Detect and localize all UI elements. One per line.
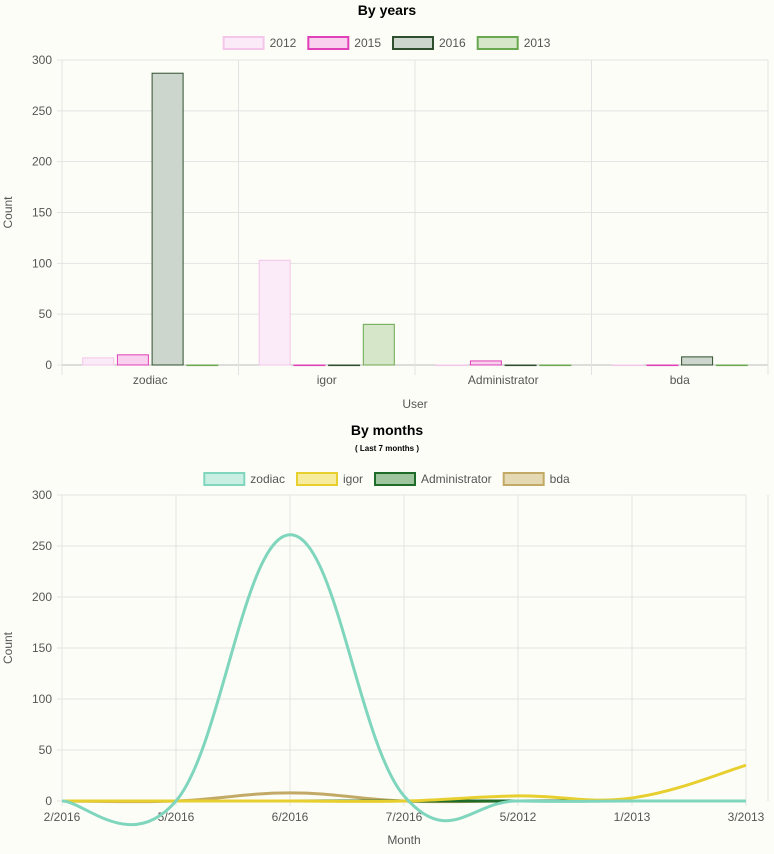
legend-item-2012[interactable]: 2012 bbox=[222, 36, 297, 50]
bar-2013-administrator bbox=[539, 364, 572, 367]
legend-label: zodiac bbox=[250, 472, 285, 486]
legend-item-2016[interactable]: 2016 bbox=[392, 36, 466, 50]
legend-item-2013[interactable]: 2013 bbox=[476, 36, 551, 50]
x-axis-title: User bbox=[402, 397, 427, 411]
y-axis-title: Count bbox=[1, 196, 15, 229]
chart-by-months: By months ( Last 7 months ) 0 50 100 150 200… bbox=[0, 420, 774, 854]
legend-label: bda bbox=[550, 472, 570, 486]
y-tick-label: 250 bbox=[32, 539, 52, 553]
y-tick-label: 100 bbox=[32, 692, 52, 706]
legend-label: 2013 bbox=[524, 36, 551, 50]
y-tick-label: 150 bbox=[32, 641, 52, 655]
legend-item-administrator[interactable]: Administrator bbox=[373, 472, 492, 486]
x-tick-label: 3/2013 bbox=[728, 810, 765, 824]
legend-item-igor[interactable]: igor bbox=[295, 472, 363, 486]
bar-2012-zodiac bbox=[82, 357, 115, 366]
legend-item-zodiac[interactable]: zodiac bbox=[203, 472, 285, 486]
bar-2016-igor bbox=[328, 364, 361, 367]
bar-chart-svg: 0 50 100 150 200 250 300 User Count 2012 2015 2016 2… bbox=[1, 36, 769, 411]
bar-2015-igor bbox=[293, 364, 326, 367]
x-tick-label: 5/2012 bbox=[500, 810, 537, 824]
y-tick-label: 150 bbox=[32, 206, 52, 220]
legend-swatch bbox=[307, 36, 350, 50]
y-tick-label: 0 bbox=[45, 794, 52, 808]
chart-subtitle: ( Last 7 months ) bbox=[354, 444, 419, 453]
chart-by-years: By years 0 50 100 150 200 250 300 User Count 2012… bbox=[0, 0, 774, 420]
y-tick-label: 250 bbox=[32, 104, 52, 118]
x-tick-label: 1/2013 bbox=[614, 810, 651, 824]
x-tick-label: igor bbox=[317, 373, 337, 387]
x-axis-title: Month bbox=[387, 833, 420, 847]
line-chart-svg: 0 50 100 150 200 250 300 Month Count zodiac igor Ad… bbox=[1, 472, 769, 847]
legend-swatch bbox=[476, 36, 519, 50]
bar-2012-bda bbox=[611, 364, 644, 367]
bar-2016-administrator bbox=[504, 364, 537, 367]
x-tick-label: 6/2016 bbox=[272, 810, 309, 824]
x-tick-label: 5/2016 bbox=[158, 810, 195, 824]
y-tick-label: 200 bbox=[32, 590, 52, 604]
y-tick-label: 50 bbox=[39, 743, 53, 757]
legend-label: igor bbox=[343, 472, 363, 486]
legend-label: Administrator bbox=[421, 472, 492, 486]
bar-2013-igor bbox=[362, 323, 395, 366]
y-tick-label: 300 bbox=[32, 488, 52, 502]
y-tick-label: 300 bbox=[32, 53, 52, 67]
chart-title: By months bbox=[350, 422, 424, 438]
bar-2013-zodiac bbox=[186, 364, 219, 367]
y-tick-label: 0 bbox=[45, 358, 52, 372]
bar-2015-zodiac bbox=[116, 354, 149, 366]
x-tick-label: 2/2016 bbox=[44, 810, 81, 824]
legend-label: 2016 bbox=[439, 36, 466, 50]
legend-swatch bbox=[222, 36, 265, 50]
bar-2016-zodiac bbox=[151, 72, 184, 366]
legend-label: 2015 bbox=[354, 36, 381, 50]
chart-title: By years bbox=[357, 2, 417, 18]
bar-2015-bda bbox=[646, 364, 679, 367]
legend-item-2015[interactable]: 2015 bbox=[307, 36, 381, 50]
legend-swatch bbox=[373, 472, 416, 486]
legend-label: 2012 bbox=[270, 36, 297, 50]
bar-2012-igor bbox=[258, 259, 291, 366]
bar-2015-administrator bbox=[469, 360, 502, 366]
legend-swatch bbox=[502, 472, 545, 486]
line-series-zodiac bbox=[61, 533, 746, 827]
x-tick-label: zodiac bbox=[133, 373, 168, 387]
bar-2012-administrator bbox=[435, 364, 468, 367]
x-tick-label: 7/2016 bbox=[386, 810, 423, 824]
bar-2013-bda bbox=[715, 364, 748, 367]
y-tick-label: 200 bbox=[32, 155, 52, 169]
y-axis-title: Count bbox=[1, 631, 15, 664]
legend-swatch bbox=[392, 36, 434, 50]
x-tick-label: bda bbox=[670, 373, 690, 387]
bar-2016-bda bbox=[681, 356, 714, 366]
y-tick-label: 100 bbox=[32, 256, 52, 270]
legend-swatch bbox=[295, 472, 338, 486]
legend-item-bda[interactable]: bda bbox=[502, 472, 570, 486]
legend-swatch bbox=[203, 472, 246, 486]
x-tick-label: Administrator bbox=[468, 373, 539, 387]
y-tick-label: 50 bbox=[39, 307, 53, 321]
